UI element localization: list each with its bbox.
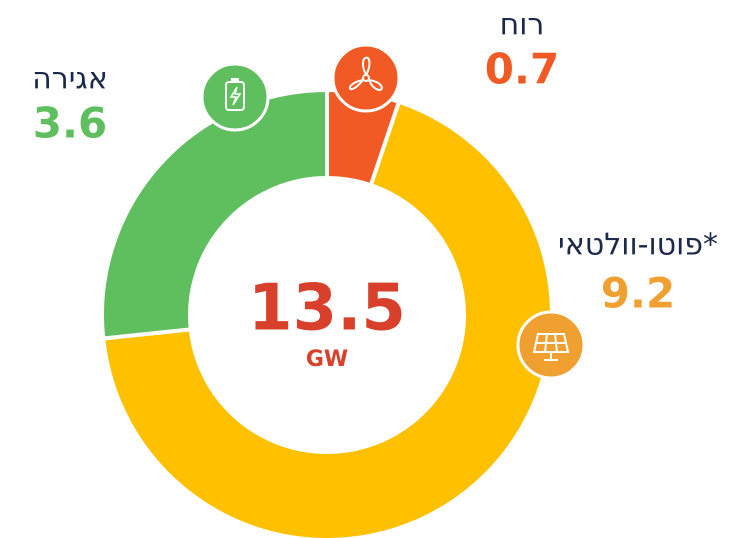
slice-name: אגירה bbox=[32, 62, 108, 97]
slice-value: 3.6 bbox=[33, 99, 107, 148]
donut bbox=[100, 87, 554, 538]
slice-value: 0.7 bbox=[485, 45, 559, 94]
battery-icon bbox=[200, 62, 270, 132]
center-value: 13.5 bbox=[248, 272, 406, 346]
wind-icon bbox=[331, 43, 401, 113]
slice-name: פוטו-וולטאי* bbox=[558, 228, 718, 263]
solar-icon bbox=[516, 310, 586, 380]
slice bbox=[100, 87, 329, 341]
center-unit: GW bbox=[306, 347, 348, 372]
slice-value: 9.2 bbox=[601, 269, 675, 318]
slice-name: רוח bbox=[500, 8, 545, 43]
